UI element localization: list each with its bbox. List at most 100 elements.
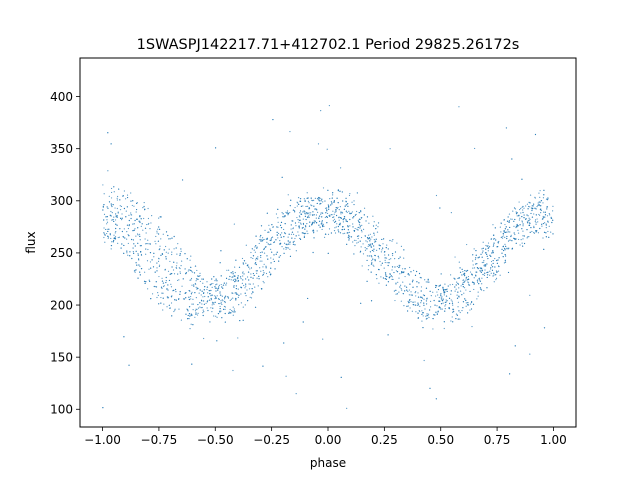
data-point bbox=[132, 223, 134, 225]
data-point bbox=[292, 241, 294, 243]
data-point bbox=[321, 228, 323, 231]
data-point bbox=[162, 282, 165, 284]
data-point bbox=[192, 303, 194, 305]
data-point bbox=[476, 267, 479, 269]
data-point bbox=[184, 292, 186, 294]
data-point bbox=[342, 219, 344, 221]
data-point bbox=[511, 218, 513, 220]
data-point bbox=[326, 212, 329, 215]
data-point bbox=[252, 255, 255, 257]
data-point bbox=[481, 256, 483, 258]
data-point bbox=[170, 283, 172, 285]
data-point bbox=[321, 220, 323, 222]
data-point bbox=[202, 314, 204, 317]
data-point bbox=[276, 251, 278, 253]
data-point bbox=[179, 272, 181, 274]
data-point bbox=[245, 278, 247, 280]
data-point bbox=[318, 215, 321, 217]
data-point bbox=[191, 271, 194, 273]
data-point bbox=[503, 262, 506, 264]
data-point bbox=[193, 284, 195, 286]
data-point bbox=[171, 273, 173, 275]
data-point bbox=[398, 266, 401, 268]
data-point bbox=[500, 236, 502, 238]
data-point bbox=[547, 198, 549, 200]
data-point bbox=[176, 262, 178, 264]
data-point bbox=[212, 302, 215, 304]
data-point bbox=[378, 244, 380, 246]
data-point bbox=[315, 214, 318, 216]
data-point bbox=[188, 298, 190, 301]
x-tick-label: 0.25 bbox=[371, 433, 398, 447]
data-point bbox=[502, 249, 505, 252]
data-point bbox=[523, 235, 525, 237]
data-point bbox=[114, 236, 117, 238]
data-point bbox=[313, 205, 315, 207]
data-point bbox=[437, 310, 439, 312]
data-point bbox=[207, 300, 209, 302]
data-point bbox=[157, 233, 160, 235]
data-point bbox=[530, 212, 532, 215]
data-point bbox=[469, 309, 471, 311]
data-point bbox=[197, 303, 199, 306]
data-point bbox=[368, 244, 370, 246]
data-point bbox=[341, 191, 343, 193]
data-point bbox=[518, 214, 520, 216]
data-point bbox=[179, 253, 181, 255]
data-point bbox=[173, 248, 175, 250]
data-point bbox=[140, 218, 142, 220]
data-point bbox=[533, 231, 535, 234]
data-point bbox=[253, 274, 255, 277]
scatter-points bbox=[102, 104, 554, 410]
data-point bbox=[155, 235, 157, 238]
data-point bbox=[507, 240, 510, 242]
data-point bbox=[103, 193, 105, 195]
data-point bbox=[494, 257, 496, 260]
data-point bbox=[137, 227, 139, 229]
data-point bbox=[209, 293, 211, 295]
data-point bbox=[495, 277, 498, 279]
data-point bbox=[162, 233, 164, 235]
data-point bbox=[481, 261, 483, 264]
data-point bbox=[334, 221, 336, 223]
data-point bbox=[538, 204, 540, 207]
data-point bbox=[358, 235, 360, 237]
data-point bbox=[328, 104, 330, 107]
data-point bbox=[165, 258, 167, 260]
data-point bbox=[256, 247, 258, 249]
data-point bbox=[107, 170, 109, 172]
data-point bbox=[513, 207, 516, 209]
data-point bbox=[284, 215, 287, 217]
data-point bbox=[473, 288, 475, 291]
data-point bbox=[321, 198, 323, 200]
data-point bbox=[337, 225, 339, 228]
data-point bbox=[263, 248, 265, 250]
data-point bbox=[116, 199, 118, 201]
data-point bbox=[132, 230, 134, 232]
data-point bbox=[110, 237, 112, 240]
data-point bbox=[497, 241, 499, 243]
data-point bbox=[265, 246, 267, 248]
data-point bbox=[486, 255, 488, 257]
data-point bbox=[464, 280, 466, 282]
data-point bbox=[452, 310, 454, 312]
data-point bbox=[349, 218, 351, 221]
data-point bbox=[361, 231, 363, 233]
data-point bbox=[528, 224, 530, 226]
data-point bbox=[230, 272, 232, 274]
data-point bbox=[498, 257, 500, 259]
data-point bbox=[213, 276, 215, 278]
data-point bbox=[279, 224, 282, 227]
data-point bbox=[483, 264, 485, 266]
data-point bbox=[199, 302, 201, 304]
data-point bbox=[294, 237, 296, 240]
data-point bbox=[308, 225, 311, 227]
data-point bbox=[330, 200, 332, 203]
data-point bbox=[199, 272, 201, 274]
data-point bbox=[512, 210, 514, 212]
data-point bbox=[113, 237, 115, 240]
data-point bbox=[167, 270, 170, 272]
data-point bbox=[541, 223, 543, 225]
data-point bbox=[263, 248, 265, 251]
data-point bbox=[544, 216, 546, 218]
